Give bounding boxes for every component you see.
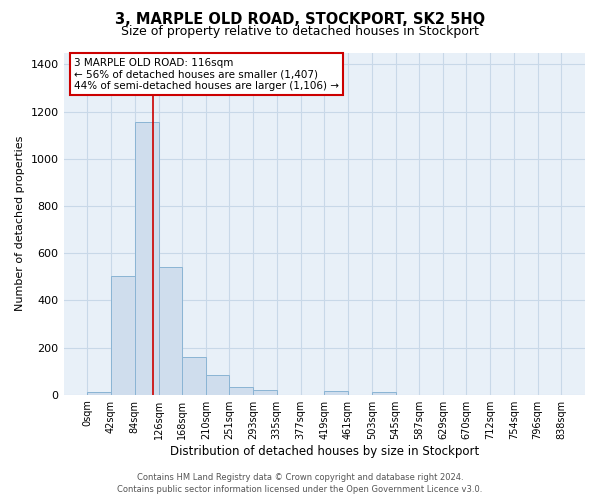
Text: Size of property relative to detached houses in Stockport: Size of property relative to detached ho… [121,25,479,38]
Text: 3, MARPLE OLD ROAD, STOCKPORT, SK2 5HQ: 3, MARPLE OLD ROAD, STOCKPORT, SK2 5HQ [115,12,485,26]
Bar [135,122,158,394]
Bar [372,392,395,394]
Bar [158,268,182,394]
Bar [111,276,135,394]
Bar [229,387,253,394]
Y-axis label: Number of detached properties: Number of detached properties [15,136,25,312]
Bar [206,375,229,394]
X-axis label: Distribution of detached houses by size in Stockport: Distribution of detached houses by size … [170,444,479,458]
Text: 3 MARPLE OLD ROAD: 116sqm
← 56% of detached houses are smaller (1,407)
44% of se: 3 MARPLE OLD ROAD: 116sqm ← 56% of detac… [74,58,339,91]
Bar [324,390,348,394]
Bar [182,357,206,395]
Bar [253,390,277,394]
Text: Contains HM Land Registry data © Crown copyright and database right 2024.
Contai: Contains HM Land Registry data © Crown c… [118,472,482,494]
Bar [87,392,111,394]
